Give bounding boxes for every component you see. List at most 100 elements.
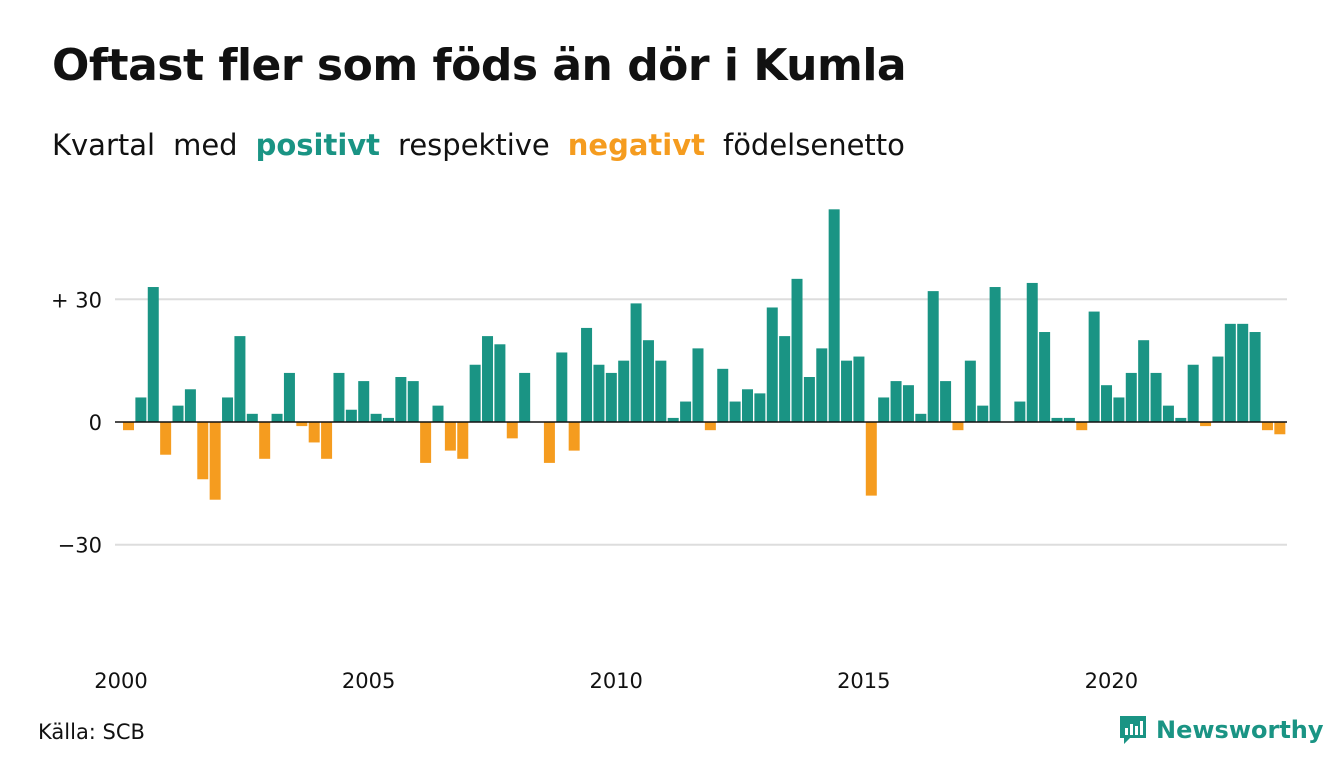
bar: [1237, 323, 1249, 422]
bar: [878, 397, 890, 422]
bar: [915, 413, 927, 422]
bar: [222, 397, 234, 422]
bar: [246, 413, 258, 422]
bar: [1212, 356, 1224, 422]
bar: [1187, 364, 1199, 422]
bar: [358, 381, 370, 422]
bar: [395, 377, 407, 422]
bar: [234, 336, 246, 422]
bar: [469, 364, 481, 422]
bar: [952, 422, 964, 431]
bar: [927, 291, 939, 422]
bar: [1101, 385, 1113, 422]
bar: [407, 381, 419, 422]
bar: [1175, 417, 1187, 422]
bar: [791, 278, 803, 422]
x-tick-label: 2020: [1085, 669, 1138, 693]
y-tick-label: 0: [89, 411, 102, 435]
bar: [519, 372, 531, 422]
bar: [333, 372, 345, 422]
x-tick-label: 2005: [342, 669, 395, 693]
x-tick-label: 2000: [94, 669, 147, 693]
bar: [940, 381, 952, 422]
subtitle-text: respektive: [398, 128, 550, 162]
bar: [581, 327, 593, 422]
bar: [865, 422, 877, 496]
bar: [605, 372, 617, 422]
bar: [1200, 422, 1212, 427]
subtitle-text: Kvartal: [52, 128, 156, 162]
brand-logo: Newsworthy: [1118, 714, 1324, 746]
bar: [259, 422, 271, 459]
y-tick-label: + 30: [51, 288, 102, 312]
bar: [556, 352, 568, 422]
bar: [902, 385, 914, 422]
bar: [1039, 332, 1051, 422]
bar: [1088, 311, 1100, 422]
bar: [754, 393, 766, 422]
bar: [680, 401, 692, 422]
bar: [766, 307, 778, 422]
bar: [568, 422, 580, 451]
subtitle-positive: positivt: [255, 128, 381, 162]
bar: [742, 389, 753, 422]
bar: [704, 422, 716, 431]
bar: [444, 422, 456, 451]
bar: [172, 405, 184, 422]
y-tick-label: −30: [58, 534, 102, 558]
bar: [977, 405, 989, 422]
bar: [692, 348, 704, 422]
bar: [655, 360, 667, 422]
bar: [432, 405, 444, 422]
subtitle-negative: negativt: [567, 128, 705, 162]
bar: [593, 364, 605, 422]
bar: [964, 360, 976, 422]
bar: [370, 413, 382, 422]
chart-title: Oftast fler som föds än dör i Kumla: [52, 40, 907, 91]
bar: [457, 422, 469, 459]
bar: [841, 360, 853, 422]
bar: [1162, 405, 1174, 422]
bar: [1014, 401, 1026, 422]
bar: [135, 397, 147, 422]
bar: [160, 422, 172, 455]
x-tick-label: 2015: [837, 669, 890, 693]
bar: [1076, 422, 1088, 431]
brand-name: Newsworthy: [1156, 716, 1324, 744]
bar: [494, 344, 506, 422]
x-tick-label: 2010: [589, 669, 642, 693]
bar: [828, 209, 840, 422]
bar: [382, 417, 394, 422]
bar: [1125, 372, 1137, 422]
bar: [308, 422, 320, 443]
bar: [482, 336, 494, 422]
bar: [853, 356, 865, 422]
bar: [803, 377, 815, 422]
bar: [890, 381, 902, 422]
bar: [1274, 422, 1286, 435]
bar: [543, 422, 555, 463]
bar: [271, 413, 283, 422]
bar: [147, 287, 159, 422]
bar: [729, 401, 741, 422]
bar: [618, 360, 630, 422]
bar: [1249, 332, 1261, 422]
bar: [642, 340, 654, 422]
bar: [420, 422, 432, 463]
bar: [1261, 422, 1273, 431]
bar: [630, 303, 642, 422]
bar: [1113, 397, 1125, 422]
bar: [1224, 323, 1236, 422]
bar: [667, 417, 679, 422]
bar-chart-bubble-icon: [1120, 716, 1146, 744]
source-note: Källa: SCB: [38, 720, 145, 744]
bar: [321, 422, 333, 459]
bar: [296, 422, 308, 427]
bar: [816, 348, 828, 422]
bar: [1063, 417, 1075, 422]
subtitle-text: med: [173, 128, 238, 162]
bar: [506, 422, 518, 439]
bar: [209, 422, 221, 500]
chart-subtitle: Kvartal med positivt respektive negativt föde…: [52, 128, 923, 162]
